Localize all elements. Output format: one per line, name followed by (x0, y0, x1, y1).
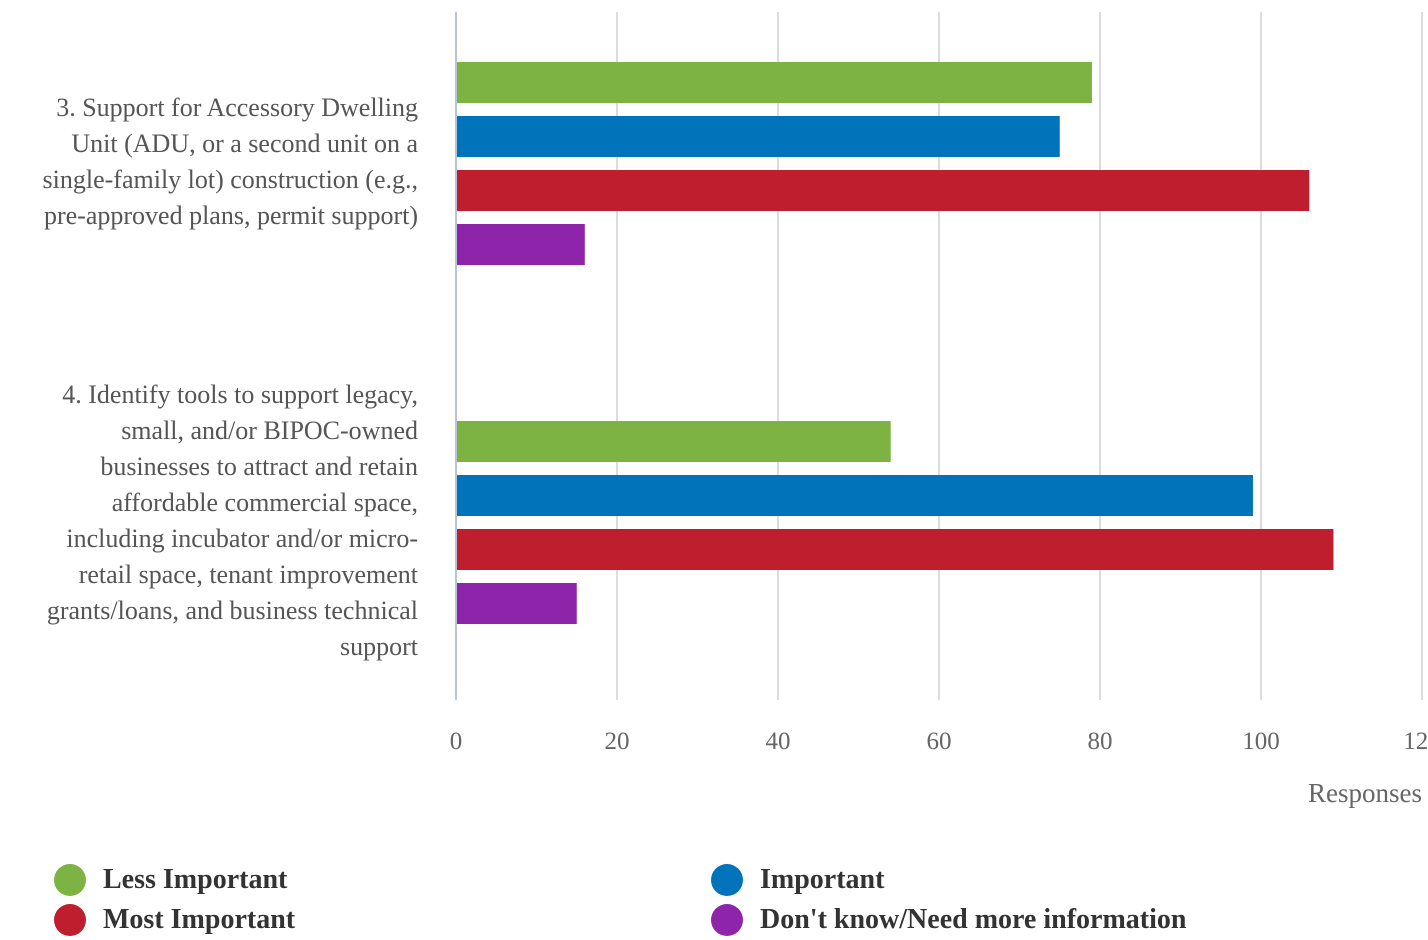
bar-don-t-know-need-more-information[interactable] (457, 583, 577, 624)
category-label-line: small, and/or BIPOC-owned (121, 416, 418, 445)
legend: Less Important Important Most Important … (0, 850, 1428, 940)
grid-lines (455, 12, 1423, 700)
x-axis-title: Responses (1308, 778, 1422, 808)
bar-less-important[interactable] (457, 62, 1092, 103)
legend-marker (711, 904, 743, 936)
category-label-line: affordable commercial space, (112, 488, 418, 517)
bar-important[interactable] (457, 116, 1060, 157)
category-label-line: businesses to attract and retain (100, 452, 418, 481)
legend-marker (54, 864, 86, 896)
x-tick-label: 40 (766, 728, 791, 755)
category-label-line: 4. Identify tools to support legacy, (62, 380, 418, 409)
category-label-line: single-family lot) construction (e.g., (43, 165, 418, 194)
bars (457, 62, 1334, 624)
bar-don-t-know-need-more-information[interactable] (457, 224, 585, 265)
legend-label: Most Important (103, 904, 296, 935)
legend-label: Don't know/Need more information (760, 904, 1187, 935)
x-tick-label: 100 (1242, 728, 1280, 755)
legend-label: Less Important (103, 864, 288, 895)
legend-item-dont-know[interactable]: Don't know/Need more information (711, 904, 1186, 936)
legend-item-important[interactable]: Important (711, 864, 884, 896)
category-label-line: including incubator and/or micro- (66, 524, 418, 553)
x-tick-label: 80 (1088, 728, 1113, 755)
legend-item-most-important[interactable]: Most Important (54, 904, 295, 936)
category-label-line: pre-approved plans, permit support) (44, 201, 418, 230)
category-label-line: 3. Support for Accessory Dwelling (56, 93, 418, 122)
x-tick-label: 0 (450, 728, 463, 755)
bar-most-important[interactable] (457, 170, 1310, 211)
legend-marker (54, 904, 86, 936)
x-tick-label: 60 (927, 728, 952, 755)
x-tick-label: 120 (1403, 728, 1428, 755)
bar-less-important[interactable] (457, 421, 891, 462)
legend-label: Important (760, 864, 885, 895)
category-labels: 3. Support for Accessory Dwelling Unit (A… (43, 93, 419, 661)
category-label-line: Unit (ADU, or a second unit on a (71, 129, 418, 158)
legend-item-less-important[interactable]: Less Important (54, 864, 287, 896)
category-label-line: grants/loans, and business technical (47, 596, 418, 625)
category-label-line: retail space, tenant improvement (79, 560, 419, 589)
x-tick-labels: 0 20 40 60 80 100 120 (450, 728, 1428, 755)
x-tick-label: 20 (605, 728, 630, 755)
bar-most-important[interactable] (457, 529, 1334, 570)
bar-important[interactable] (457, 475, 1253, 516)
category-label-line: support (340, 632, 419, 661)
legend-marker (711, 864, 743, 896)
